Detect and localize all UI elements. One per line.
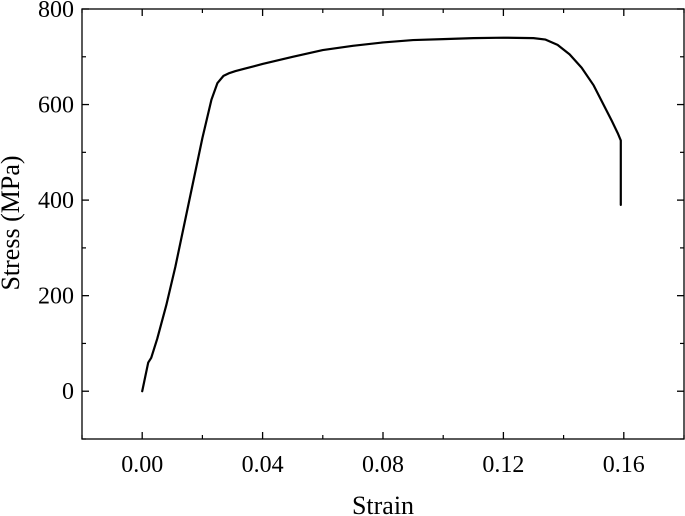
- y-axis-label: Stress (MPa): [0, 155, 25, 290]
- x-tick-label: 0.12: [482, 452, 524, 478]
- x-tick-label: 0.16: [603, 452, 645, 478]
- x-axis-label: Strain: [352, 491, 414, 516]
- x-tick-label: 0.08: [362, 452, 404, 478]
- y-axis-ticks: 0 200 400 600 800: [38, 0, 684, 440]
- series-layer: [141, 36, 622, 393]
- plot-border: [81, 8, 685, 440]
- x-axis-ticks: 0.00 0.04 0.08 0.12 0.16: [81, 9, 685, 478]
- y-tick-label: 600: [38, 93, 74, 119]
- y-tick-label: 0: [62, 379, 74, 405]
- plot-frame: [81, 8, 685, 440]
- y-tick-label: 200: [38, 284, 74, 310]
- y-tick-label: 400: [38, 188, 74, 214]
- x-tick-label: 0.04: [242, 452, 284, 478]
- x-tick-label: 0.00: [121, 452, 163, 478]
- series-line: [141, 36, 622, 393]
- y-tick-label: 800: [38, 0, 74, 23]
